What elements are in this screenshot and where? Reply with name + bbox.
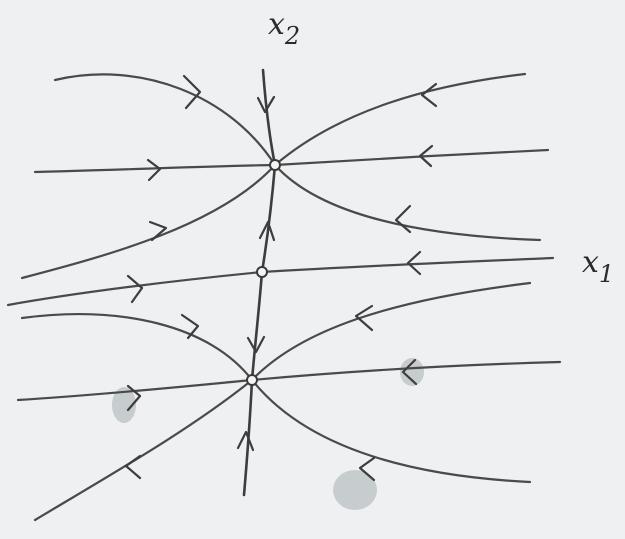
lower-equilibrium: [246, 374, 258, 386]
trajectory-lower-upper-left: [20, 313, 254, 382]
arrow-left-upper-right: [418, 144, 434, 168]
trajectory-lower-upper-right: [250, 281, 532, 382]
arrow-right-lower-left: [126, 384, 142, 412]
x2-axis-label: x2: [268, 7, 300, 50]
arrow-upper-lower-left: [148, 220, 168, 242]
trajectory-middle-horizontal: [6, 256, 555, 307]
arrow-down-top: [256, 95, 276, 114]
x1-axis-label: x1: [582, 245, 614, 288]
arrow-up-mid: [258, 220, 276, 242]
arrow-lower-bottom-right: [358, 456, 376, 482]
arrow-right-middle-left: [126, 274, 144, 304]
arrow-upper-lower-right: [394, 204, 412, 234]
arrow-upper-right-arc: [420, 82, 438, 108]
arrow-left-middle-right: [406, 250, 422, 276]
arrow-up-bottom: [236, 430, 255, 452]
arrow-lower-upper-left: [180, 313, 200, 340]
arrow-left-lower-right: [401, 358, 418, 386]
paper-smudges: [112, 358, 424, 510]
middle-equilibrium: [256, 266, 268, 278]
trajectory-upper-left-arc: [53, 73, 277, 167]
arrow-lower-bottom-left: [124, 454, 142, 480]
upper-equilibrium: [269, 159, 281, 171]
trajectory-upper-lower-left: [20, 163, 277, 280]
arrow-upper-left-arc: [182, 74, 202, 110]
trajectory-lower-bottom-left: [33, 378, 254, 522]
trajectory-lower-bottom-right: [250, 378, 532, 484]
trajectory-lower-horizontal: [16, 360, 562, 402]
arrow-right-upper-left: [146, 158, 162, 182]
arrow-down-lower: [246, 335, 266, 354]
trajectory-upper-right-arc: [273, 72, 527, 167]
trajectory-upper-lower-right: [273, 163, 542, 242]
arrow-lower-upper-right: [354, 304, 374, 332]
direction-arrows: [124, 74, 438, 482]
